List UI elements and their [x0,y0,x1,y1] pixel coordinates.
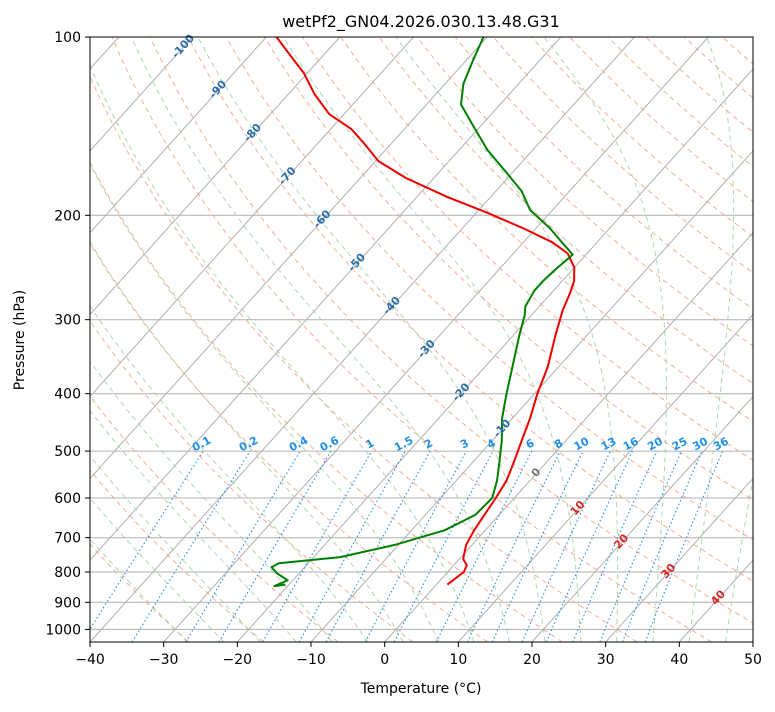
x-tick-label: 50 [744,652,762,668]
y-tick-label: 300 [54,313,81,329]
chart-title: wetPf2_GN04.2026.030.13.48.G31 [282,12,560,32]
x-tick-label: 0 [380,652,389,668]
x-tick-label: 30 [597,652,615,668]
x-tick-label: −40 [75,652,105,668]
y-axis-label: Pressure (hPa) [12,290,28,390]
x-tick-label: −20 [223,652,253,668]
y-tick-label: 500 [54,444,81,460]
y-tick-label: 700 [54,531,81,547]
y-tick-label: 800 [54,565,81,581]
x-tick-label: 40 [670,652,688,668]
y-tick-label: 100 [54,30,81,46]
y-tick-label: 900 [54,595,81,611]
y-tick-label: 1000 [45,622,81,638]
y-tick-label: 400 [54,387,81,403]
x-axis-label: Temperature (°C) [360,681,482,697]
x-tick-label: −10 [296,652,326,668]
y-tick-label: 600 [54,491,81,507]
x-tick-label: 10 [449,652,467,668]
y-tick-label: 200 [54,208,81,224]
x-tick-label: −30 [149,652,179,668]
x-tick-label: 20 [523,652,541,668]
